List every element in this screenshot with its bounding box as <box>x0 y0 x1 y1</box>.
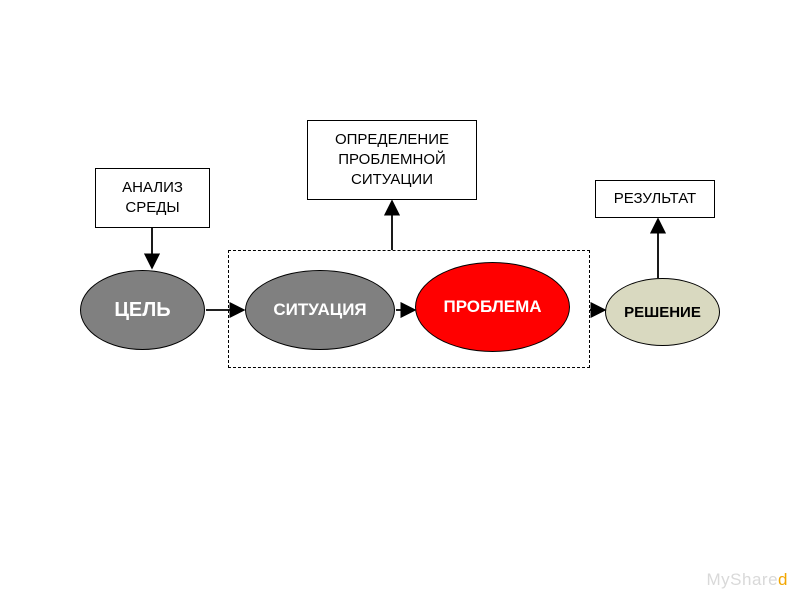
watermark-accent: d <box>778 570 788 589</box>
box-result: РЕЗУЛЬТАТ <box>595 180 715 218</box>
box-definition: ОПРЕДЕЛЕНИЕ ПРОБЛЕМНОЙ СИТУАЦИИ <box>307 120 477 200</box>
ellipse-solution-label: РЕШЕНИЕ <box>624 304 701 321</box>
box-definition-line3: СИТУАЦИИ <box>351 170 433 190</box>
diagram-canvas: АНАЛИЗ СРЕДЫ ОПРЕДЕЛЕНИЕ ПРОБЛЕМНОЙ СИТУ… <box>0 0 800 600</box>
box-definition-line1: ОПРЕДЕЛЕНИЕ <box>335 130 449 150</box>
box-analysis-line2: СРЕДЫ <box>125 198 179 218</box>
ellipse-situation: СИТУАЦИЯ <box>245 270 395 350</box>
ellipse-problem-label: ПРОБЛЕМА <box>443 297 541 317</box>
box-result-label: РЕЗУЛЬТАТ <box>614 189 696 209</box>
ellipse-problem: ПРОБЛЕМА <box>415 262 570 352</box>
ellipse-situation-label: СИТУАЦИЯ <box>273 300 366 320</box>
watermark-prefix: MyShare <box>707 570 779 589</box>
ellipse-goal-label: ЦЕЛЬ <box>114 299 170 322</box>
watermark: MyShared <box>707 570 789 590</box>
ellipse-goal: ЦЕЛЬ <box>80 270 205 350</box>
box-analysis: АНАЛИЗ СРЕДЫ <box>95 168 210 228</box>
box-definition-line2: ПРОБЛЕМНОЙ <box>338 150 446 170</box>
ellipse-solution: РЕШЕНИЕ <box>605 278 720 346</box>
box-analysis-line1: АНАЛИЗ <box>122 178 183 198</box>
